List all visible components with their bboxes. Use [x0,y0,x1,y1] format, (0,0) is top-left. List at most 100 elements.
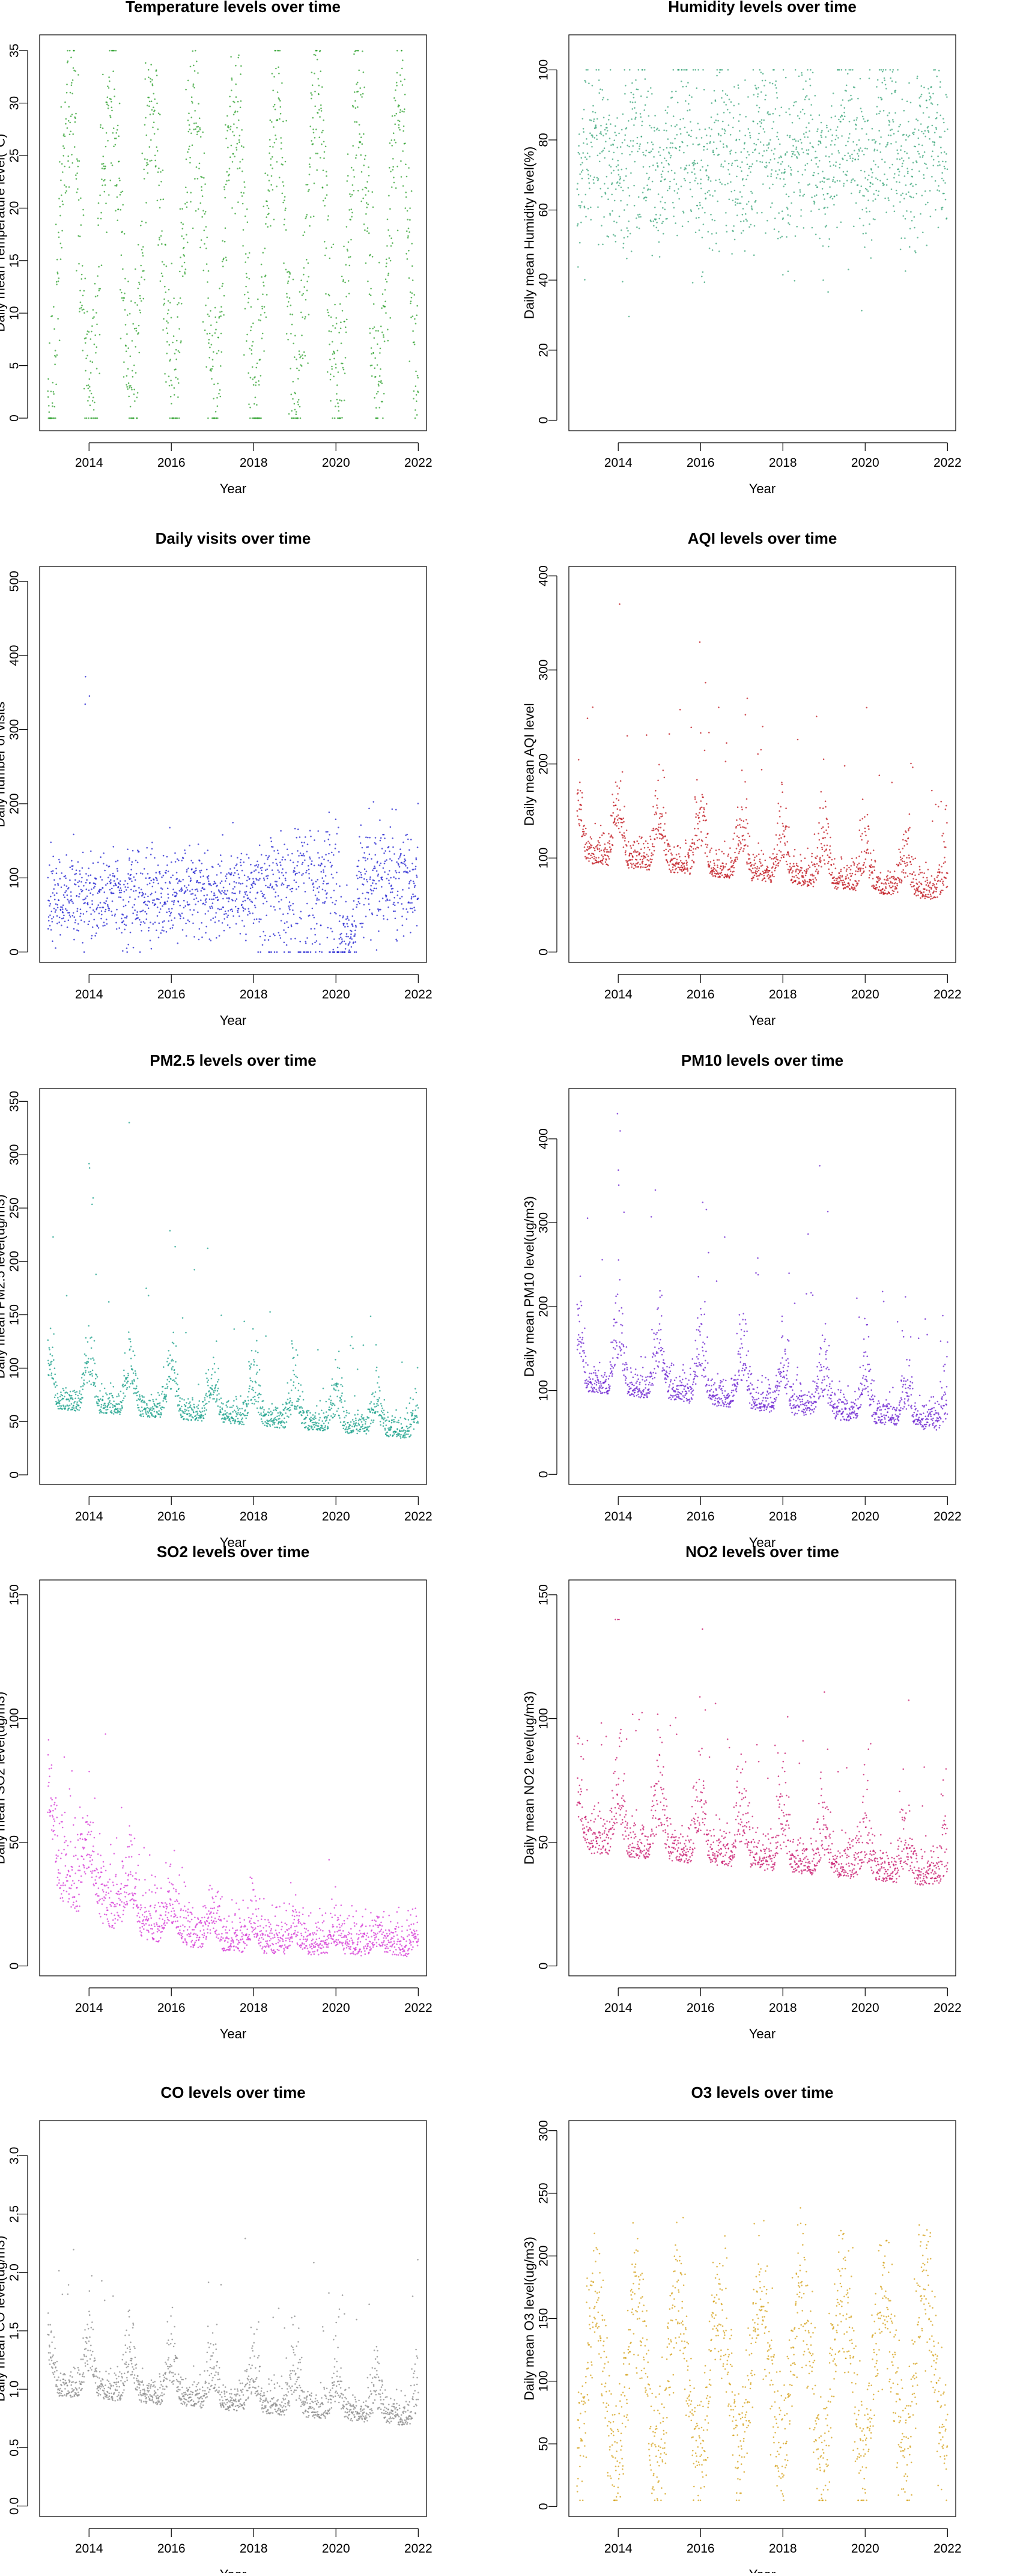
visits-point [364,857,366,859]
temperature-point [256,363,258,365]
visits-point [215,912,217,914]
humidity-point [577,183,578,184]
humidity-point [661,196,663,198]
temperature-point [267,205,269,207]
humidity-point [642,121,643,123]
humidity-point [756,105,758,106]
visits-point [168,870,169,872]
humidity-point [884,80,886,82]
humidity-point [901,166,903,168]
humidity-point [587,69,589,71]
aqi-point [654,850,655,852]
humidity-point [665,123,667,124]
humidity-point [630,101,631,103]
visits-point [362,857,364,858]
temperature-point [116,184,118,186]
visits-point [151,948,153,950]
humidity-point [767,175,769,177]
visits-point [359,898,360,899]
visits-point [162,921,164,923]
temperature-point [299,354,300,356]
visits-point [287,854,289,856]
aqi-point [621,826,623,828]
aqi-point [673,846,675,848]
temperature-point [105,184,106,186]
temperature-point [111,110,113,112]
visits-point [252,878,254,879]
humidity-point [923,174,924,176]
visits-point [55,868,57,870]
visits-point [373,801,375,803]
visits-point [393,853,395,855]
temperature-point [122,204,124,206]
temperature-point [311,98,312,100]
visits-point [305,836,306,838]
aqi-point [669,849,671,851]
humidity-point [938,190,940,192]
aqi-point [663,850,665,852]
humidity-point [869,186,871,187]
visits-point [154,922,156,923]
temperature-point [318,85,320,87]
humidity-point [906,101,908,103]
visits-point [146,919,148,920]
humidity-point [649,177,651,178]
humidity-point [896,193,898,195]
humidity-point [902,215,904,217]
humidity-point [620,146,622,148]
humidity-point [795,148,797,150]
temperature-point [219,288,220,290]
humidity-point [592,111,594,113]
temperature-point [166,353,168,354]
humidity-point [601,196,603,198]
humidity-point [873,150,875,152]
humidity-point [879,111,881,112]
temperature-point [284,210,286,211]
temperature-point [148,77,150,79]
visits-point [203,903,205,905]
temperature-point [203,270,205,272]
humidity-point [587,208,589,210]
temperature-point [195,50,196,52]
humidity-point [899,171,900,172]
visits-point [259,878,261,879]
humidity-point [673,216,675,217]
temperature-point [284,199,285,201]
humidity-point [810,104,812,106]
visits-point [225,875,227,877]
humidity-point [893,133,895,135]
aqi-point [646,869,648,871]
temperature-point [351,216,353,217]
temperature-point [351,167,353,169]
humidity-point [841,135,843,137]
temperature-point [244,261,246,263]
visits-point [396,872,398,873]
temperature-point [138,332,139,334]
humidity-point [843,171,845,173]
visits-point [64,896,65,898]
visits-point [297,850,299,852]
aqi-point [598,842,600,843]
visits-point [82,890,83,892]
visits-point [260,936,261,938]
temperature-point [47,378,49,380]
aqi-point [587,841,589,843]
temperature-point [274,142,276,144]
visits-point [335,848,336,849]
temperature-point [88,396,90,398]
visits-point [309,877,311,879]
humidity-point [680,167,682,169]
humidity-point [623,180,625,181]
humidity-point [705,198,707,199]
humidity-point [674,172,676,174]
humidity-point [603,216,605,218]
visits-point [66,886,68,887]
aqi-point [647,843,649,845]
visits-point [411,863,413,864]
visits-point [407,839,409,840]
temperature-point [336,323,338,325]
visits-point [341,933,342,935]
aqi-point [612,837,614,839]
temperature-point [94,283,96,285]
humidity-point [925,163,927,165]
